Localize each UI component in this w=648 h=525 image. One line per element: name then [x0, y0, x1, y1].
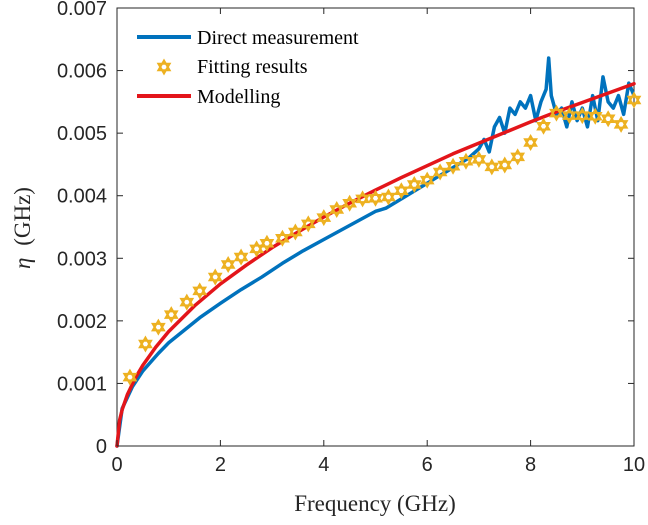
data-point-fitting-results: [587, 107, 603, 125]
data-point-fitting-results: [288, 223, 303, 241]
y-tick-label: 0.002: [57, 311, 107, 333]
x-tick-label: 6: [422, 454, 433, 476]
y-tick-label: 0.004: [57, 186, 107, 208]
legend-label-modelling: Modelling: [197, 86, 280, 108]
legend-label-fitting-results: Fitting results: [197, 56, 308, 78]
y-tick-label: 0.003: [57, 248, 107, 270]
data-point-fitting-results: [220, 256, 236, 274]
y-tick-label: 0.001: [57, 373, 107, 395]
data-point-fitting-results: [510, 148, 526, 166]
data-point-fitting-results: [626, 91, 642, 109]
legend-marker-fitting-results: [156, 58, 172, 76]
data-point-fitting-results: [342, 194, 358, 212]
data-point-fitting-results: [600, 110, 616, 128]
data-point-fitting-results: [122, 368, 138, 386]
legend-star-icon: [156, 58, 172, 76]
data-point-fitting-results: [497, 156, 513, 174]
tick-labels: 0 2 4 6 8 10 0 0.001 0.002 0.003 0.004 0.005 0.006 0.…: [57, 0, 645, 476]
data-point-fitting-results: [574, 107, 590, 125]
data-point-fitting-results: [163, 306, 179, 324]
data-point-fitting-results: [562, 107, 577, 125]
axes-layer: [116, 7, 635, 447]
x-tick-label: 2: [215, 454, 226, 476]
data-point-fitting-results: [275, 229, 290, 247]
x-tick-label: 10: [623, 454, 645, 476]
legend: Direct measurement Fitting results Model…: [137, 27, 359, 108]
y-tick-label: 0: [96, 436, 107, 458]
plot-frame: [116, 7, 635, 447]
x-tick-label: 8: [525, 454, 536, 476]
data-point-fitting-results: [471, 150, 487, 168]
legend-label-direct-measurement: Direct measurement: [197, 27, 359, 49]
plot-area: [116, 7, 635, 447]
y-axis-label-unit: (GHz): [10, 187, 35, 246]
data-point-fitting-results: [192, 282, 208, 300]
data-point-fitting-results: [355, 190, 370, 208]
y-axis-label: η (GHz): [10, 187, 35, 269]
x-axis-label: Frequency (GHz): [294, 491, 456, 516]
data-point-fitting-results: [249, 240, 264, 258]
data-point-fitting-results: [207, 268, 223, 286]
data-point-fitting-results: [536, 117, 551, 135]
data-point-fitting-results: [613, 115, 629, 133]
data-point-fitting-results: [233, 248, 249, 266]
data-point-fitting-results: [300, 215, 316, 233]
x-tick-label: 0: [111, 454, 122, 476]
y-tick-label: 0.005: [57, 123, 107, 145]
data-point-fitting-results: [445, 157, 461, 175]
data-point-fitting-results: [179, 293, 195, 311]
data-point-fitting-results: [259, 234, 275, 252]
data-point-fitting-results: [549, 104, 564, 122]
data-point-fitting-results: [419, 171, 435, 189]
data-point-fitting-results: [484, 158, 500, 176]
data-point-fitting-results: [393, 182, 409, 200]
data-point-fitting-results: [329, 200, 345, 218]
series-layer: [115, 56, 642, 448]
data-point-fitting-results: [523, 134, 538, 152]
data-point-fitting-results: [381, 188, 396, 206]
data-point-fitting-results: [138, 335, 153, 353]
data-point-fitting-results: [316, 209, 332, 227]
y-tick-label: 0.006: [57, 61, 107, 83]
x-tick-label: 4: [318, 454, 329, 476]
data-point-fitting-results: [406, 175, 422, 193]
data-point-fitting-results: [368, 189, 383, 207]
data-point-fitting-results: [150, 318, 166, 336]
data-point-fitting-results: [458, 152, 474, 170]
y-axis-label-symbol: η: [10, 258, 35, 269]
y-tick-label: 0.007: [57, 0, 107, 20]
data-point-fitting-results: [432, 163, 448, 181]
